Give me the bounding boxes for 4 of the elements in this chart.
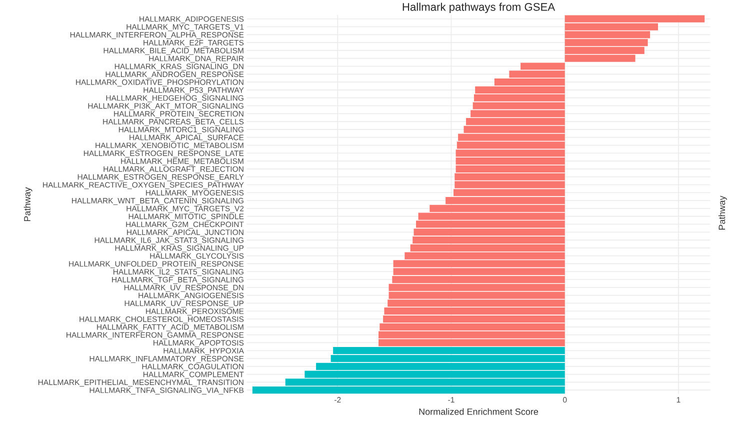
y2-axis-title: Pathway <box>718 196 727 230</box>
y-axis-title: Pathway <box>24 187 32 222</box>
x-axis-title: Normalized Enrichment Score <box>419 408 538 415</box>
chart-title: Hallmark pathways from GSEA <box>402 2 556 14</box>
